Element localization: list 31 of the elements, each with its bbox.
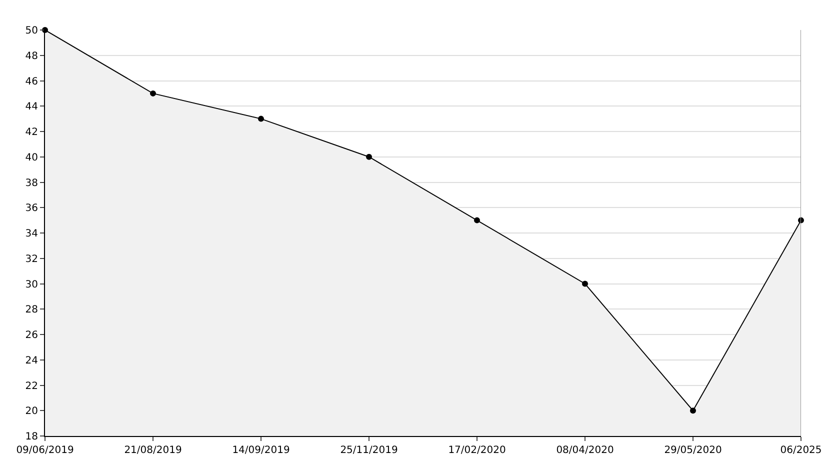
y-tick-label: 38	[25, 178, 38, 189]
y-tick-label: 44	[25, 102, 38, 113]
y-tick-label: 22	[25, 380, 38, 392]
y-tick-label: 40	[25, 152, 38, 164]
x-tick-label: 21/08/2019	[124, 445, 182, 456]
point	[258, 116, 264, 122]
y-tick-label: 48	[25, 50, 38, 62]
y-tick-label: 36	[25, 203, 38, 214]
y-tick-label: 50	[25, 26, 38, 36]
x-tick-label: 25/11/2019	[340, 445, 398, 456]
y-tick-label: 28	[25, 304, 38, 316]
x-tick-label: 08/04/2020	[556, 445, 614, 456]
y-tick-label: 34	[25, 228, 38, 240]
x-tick-label: 14/09/2019	[232, 445, 290, 456]
y-tick-label: 30	[25, 279, 38, 290]
point	[366, 154, 372, 160]
y-tick-label: 24	[25, 355, 38, 366]
y-tick-label: 20	[25, 406, 38, 418]
y-tick-label: 32	[25, 254, 38, 265]
point	[582, 280, 588, 287]
y-tick-label: 18	[25, 432, 38, 442]
point	[690, 408, 696, 414]
y-tick-label: 46	[25, 76, 38, 88]
y-tick-label: 26	[25, 330, 38, 341]
point	[474, 217, 480, 224]
x-tick-label: 17/02/2020	[448, 445, 506, 456]
point	[150, 90, 156, 96]
x-tick-label: 09/06/2019	[16, 445, 74, 456]
x-tick-label: 29/05/2020	[664, 445, 722, 456]
x-tick-label: 06/2025	[780, 445, 822, 456]
y-tick-label: 42	[25, 127, 38, 138]
